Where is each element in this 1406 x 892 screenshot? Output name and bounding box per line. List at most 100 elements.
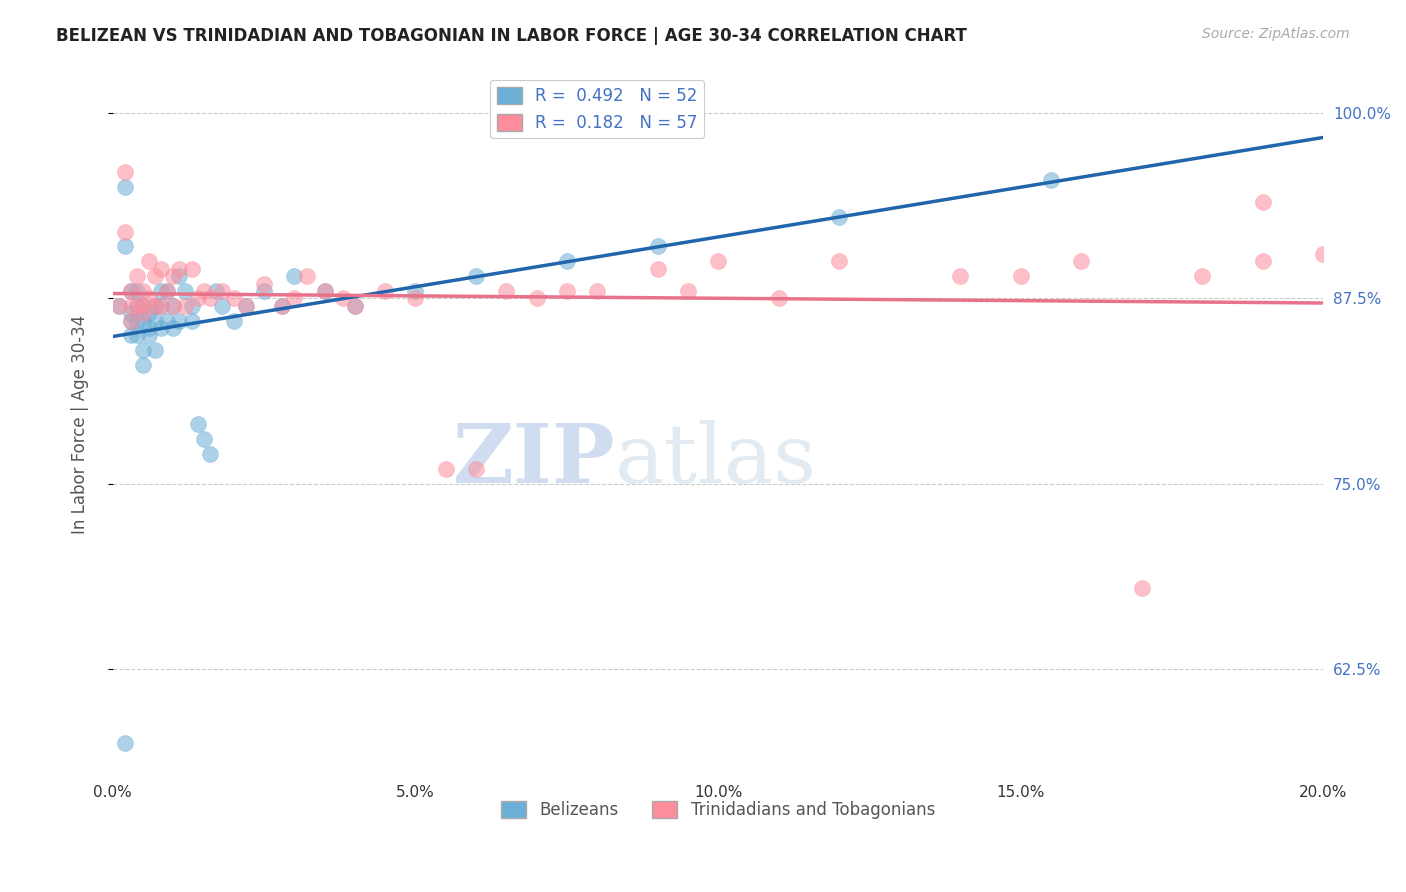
Point xyxy=(193,284,215,298)
Point xyxy=(404,284,426,298)
Point xyxy=(283,291,305,305)
Point xyxy=(295,269,318,284)
Text: ZIP: ZIP xyxy=(453,420,616,500)
Point xyxy=(1130,581,1153,595)
Point xyxy=(138,306,160,320)
Point xyxy=(132,343,155,358)
Text: atlas: atlas xyxy=(616,420,817,500)
Point xyxy=(1251,194,1274,209)
Point xyxy=(132,299,155,313)
Point xyxy=(132,358,155,372)
Point xyxy=(169,261,191,276)
Point xyxy=(180,261,202,276)
Point xyxy=(150,261,173,276)
Point xyxy=(125,328,148,343)
Point xyxy=(143,313,166,327)
Point xyxy=(187,417,209,432)
Point xyxy=(647,261,669,276)
Point xyxy=(120,328,142,343)
Point xyxy=(150,284,173,298)
Point xyxy=(120,306,142,320)
Point xyxy=(162,269,184,284)
Point xyxy=(120,299,142,313)
Point xyxy=(332,291,354,305)
Point xyxy=(343,299,366,313)
Point xyxy=(114,225,136,239)
Point xyxy=(150,299,173,313)
Point xyxy=(114,736,136,750)
Y-axis label: In Labor Force | Age 30-34: In Labor Force | Age 30-34 xyxy=(72,315,89,534)
Point xyxy=(169,269,191,284)
Point xyxy=(125,313,148,327)
Point xyxy=(125,284,148,298)
Point xyxy=(169,313,191,327)
Point xyxy=(125,269,148,284)
Point xyxy=(143,343,166,358)
Point xyxy=(143,269,166,284)
Point xyxy=(676,284,699,298)
Text: BELIZEAN VS TRINIDADIAN AND TOBAGONIAN IN LABOR FORCE | AGE 30-34 CORRELATION CH: BELIZEAN VS TRINIDADIAN AND TOBAGONIAN I… xyxy=(56,27,967,45)
Point xyxy=(949,269,972,284)
Point xyxy=(1191,269,1213,284)
Point xyxy=(174,299,197,313)
Point xyxy=(1070,254,1092,268)
Point xyxy=(114,239,136,253)
Point xyxy=(465,269,488,284)
Point xyxy=(125,299,148,313)
Point xyxy=(120,313,142,327)
Point xyxy=(1010,269,1032,284)
Point xyxy=(1312,247,1334,261)
Point xyxy=(143,299,166,313)
Point xyxy=(586,284,609,298)
Point xyxy=(204,284,226,298)
Point xyxy=(162,299,184,313)
Point xyxy=(114,180,136,194)
Point xyxy=(283,269,305,284)
Point xyxy=(125,299,148,313)
Point xyxy=(211,284,233,298)
Point xyxy=(211,299,233,313)
Point xyxy=(374,284,396,298)
Point xyxy=(174,284,197,298)
Point xyxy=(180,299,202,313)
Point xyxy=(555,254,578,268)
Point xyxy=(434,462,457,476)
Point xyxy=(314,284,336,298)
Point xyxy=(138,291,160,305)
Point xyxy=(647,239,669,253)
Point xyxy=(120,284,142,298)
Point xyxy=(193,432,215,446)
Point xyxy=(108,299,131,313)
Point xyxy=(132,313,155,327)
Point xyxy=(222,291,245,305)
Point xyxy=(222,313,245,327)
Point xyxy=(150,321,173,335)
Point xyxy=(271,299,294,313)
Point xyxy=(108,299,131,313)
Point xyxy=(1251,254,1274,268)
Point xyxy=(707,254,730,268)
Point xyxy=(138,328,160,343)
Point xyxy=(555,284,578,298)
Point xyxy=(187,291,209,305)
Point xyxy=(138,254,160,268)
Point xyxy=(495,284,517,298)
Point xyxy=(150,299,173,313)
Point xyxy=(162,299,184,313)
Point xyxy=(132,284,155,298)
Point xyxy=(404,291,426,305)
Point xyxy=(828,210,851,224)
Point xyxy=(143,299,166,313)
Point xyxy=(253,284,276,298)
Point xyxy=(343,299,366,313)
Point xyxy=(253,277,276,291)
Point xyxy=(526,291,548,305)
Point xyxy=(120,284,142,298)
Point xyxy=(235,299,257,313)
Legend: Belizeans, Trinidadians and Tobagonians: Belizeans, Trinidadians and Tobagonians xyxy=(495,794,942,825)
Point xyxy=(271,299,294,313)
Point xyxy=(180,313,202,327)
Point xyxy=(828,254,851,268)
Point xyxy=(1039,172,1062,186)
Point xyxy=(198,447,221,461)
